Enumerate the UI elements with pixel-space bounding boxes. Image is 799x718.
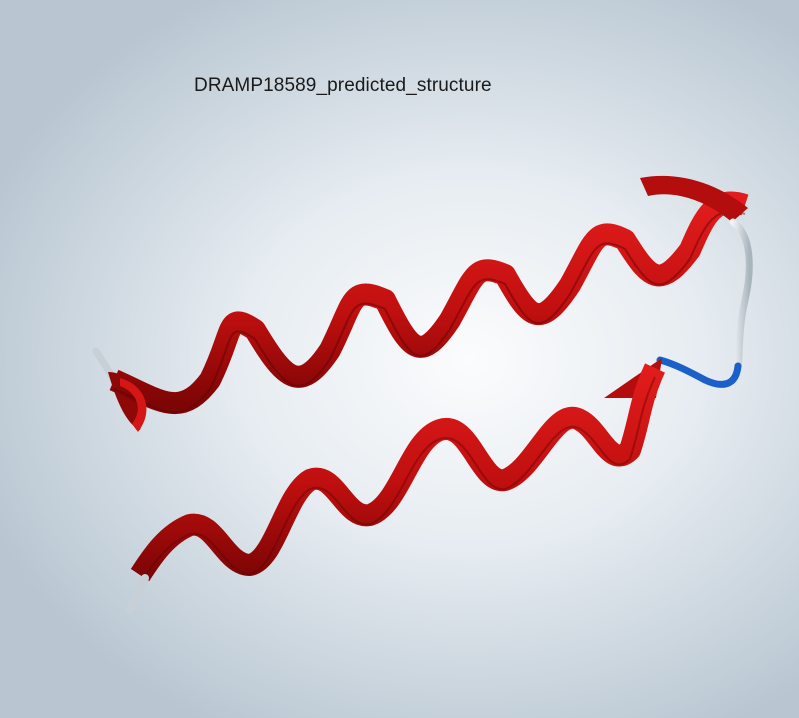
helix-1 <box>108 175 749 432</box>
structure-title: DRAMP18589_predicted_structure <box>194 75 492 96</box>
c-terminus-coil <box>126 574 149 614</box>
loop-grey <box>729 218 753 372</box>
n-terminus-coil <box>92 347 116 380</box>
helix-2 <box>130 358 666 585</box>
loop-blue <box>656 356 742 388</box>
